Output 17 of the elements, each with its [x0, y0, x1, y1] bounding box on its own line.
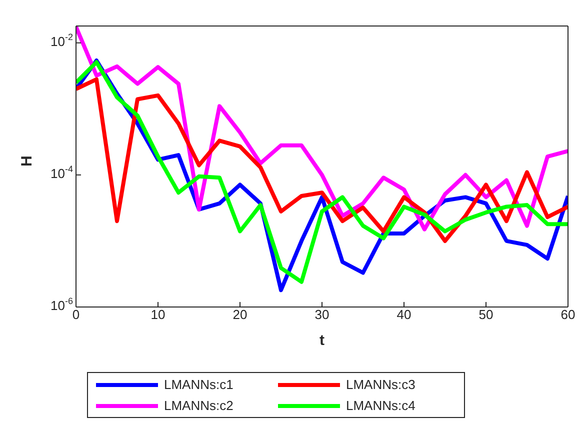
- y-tick-label: 10$^{-2}$: [50, 32, 73, 50]
- line-series: [76, 77, 568, 243]
- legend-label: LMANNs:c3: [346, 377, 416, 392]
- x-tick-label: 60: [560, 307, 576, 322]
- x-axis-title: t: [320, 332, 324, 349]
- x-tick-label: 40: [396, 307, 412, 322]
- x-tick-label: 50: [478, 307, 494, 322]
- legend-label: LMANNs:c4: [346, 398, 416, 413]
- y-axis-title: H: [18, 156, 36, 166]
- x-tick-label: 30: [314, 307, 330, 322]
- y-tick-label: 10$^{-4}$: [50, 164, 73, 182]
- y-tick-label: 10$^{-6}$: [50, 296, 73, 314]
- x-tick-label: 10: [150, 307, 166, 322]
- x-tick-label: 0: [72, 307, 80, 322]
- legend-label: LMANNs:c2: [164, 398, 234, 413]
- legend-label: LMANNs:c1: [164, 377, 234, 392]
- x-tick-label: 20: [232, 307, 248, 322]
